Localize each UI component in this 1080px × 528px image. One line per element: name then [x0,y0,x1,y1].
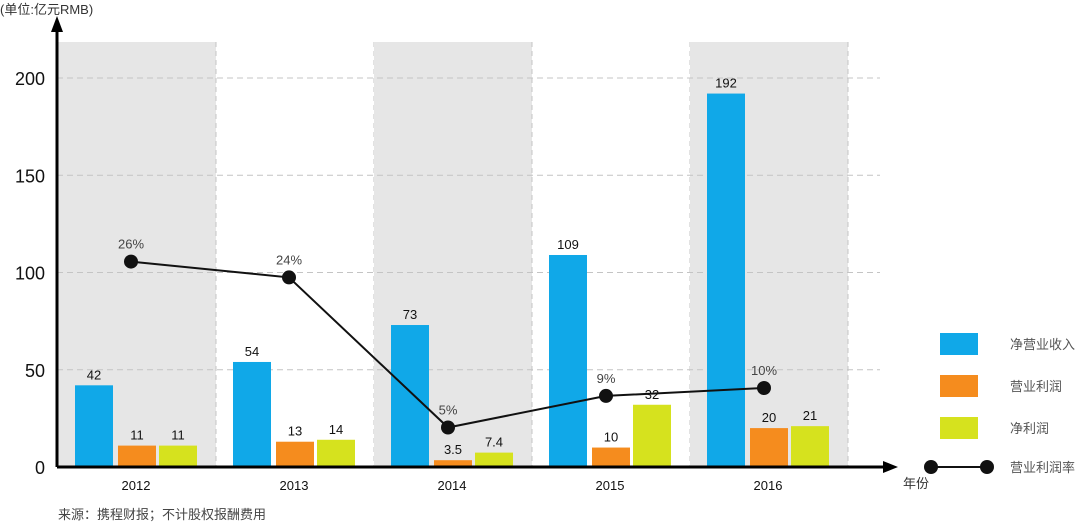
bar-value-label: 14 [329,422,343,437]
y-tick-label: 0 [35,458,45,478]
bar-0 [549,254,587,467]
rate-point [282,270,296,285]
bar-0 [391,325,429,467]
bar-1 [592,447,630,467]
bar-0 [233,361,271,467]
rate-label: 9% [597,371,616,386]
bar-value-label: 11 [171,428,185,443]
x-tick-label: 2016 [754,478,783,493]
x-axis-arrow-icon [883,461,898,473]
legend-swatch [940,333,978,355]
bar-1 [750,428,788,467]
rate-label: 24% [276,252,302,267]
rate-point [757,381,771,395]
x-tick-label: 2015 [596,478,625,493]
legend-dot-icon [924,460,938,474]
bar-value-label: 73 [403,307,417,322]
bar-value-label: 7.4 [485,435,503,450]
legend-label: 净营业收入 [1010,337,1075,352]
y-tick-label: 100 [15,264,45,284]
bar-1 [434,460,472,467]
rate-label: 26% [118,237,144,252]
bar-value-label: 192 [715,76,737,91]
bar-0 [75,385,113,467]
x-tick-label: 2012 [122,478,151,493]
bar-value-label: 20 [762,410,776,425]
bar-value-label: 13 [288,424,302,439]
legend-swatch [940,375,978,397]
rate-point [441,420,455,435]
bar-2 [791,426,829,467]
rate-point [599,388,613,403]
y-tick-label: 200 [15,69,45,89]
bar-value-label: 42 [87,367,101,382]
source-note: 来源：携程财报；不计股权报酬费用 [58,507,266,523]
bar-value-label: 11 [130,428,144,443]
y-axis-arrow-icon [51,16,63,32]
bar-2 [633,404,671,467]
bar-value-label: 10 [604,430,618,445]
y-tick-label: 150 [15,166,45,186]
bar-0 [707,93,745,467]
legend-swatch [940,417,978,439]
rate-point [124,254,138,269]
bar-value-label: 21 [803,408,817,423]
legend-label: 营业利润率 [1010,460,1075,475]
legend-dot-icon [980,460,994,474]
bar-value-label: 109 [557,237,579,252]
y-tick-label: 50 [25,361,45,381]
legend-label: 净利润 [1010,421,1049,436]
bar-2 [159,445,197,467]
bar-value-label: 3.5 [444,442,462,457]
x-tick-label: 2014 [438,478,467,493]
bar-1 [276,441,314,467]
bar-2 [317,439,355,467]
bar-2 [475,452,513,467]
unit-label: (单位:亿元RMB) [0,2,93,17]
rate-label: 5% [439,403,458,418]
legend-label: 营业利润 [1010,379,1062,394]
bar-value-label: 54 [245,344,259,359]
rate-label: 10% [751,363,777,378]
x-axis-label: 年份 [903,476,929,491]
bar-1 [118,445,156,467]
x-tick-label: 2013 [280,478,309,493]
